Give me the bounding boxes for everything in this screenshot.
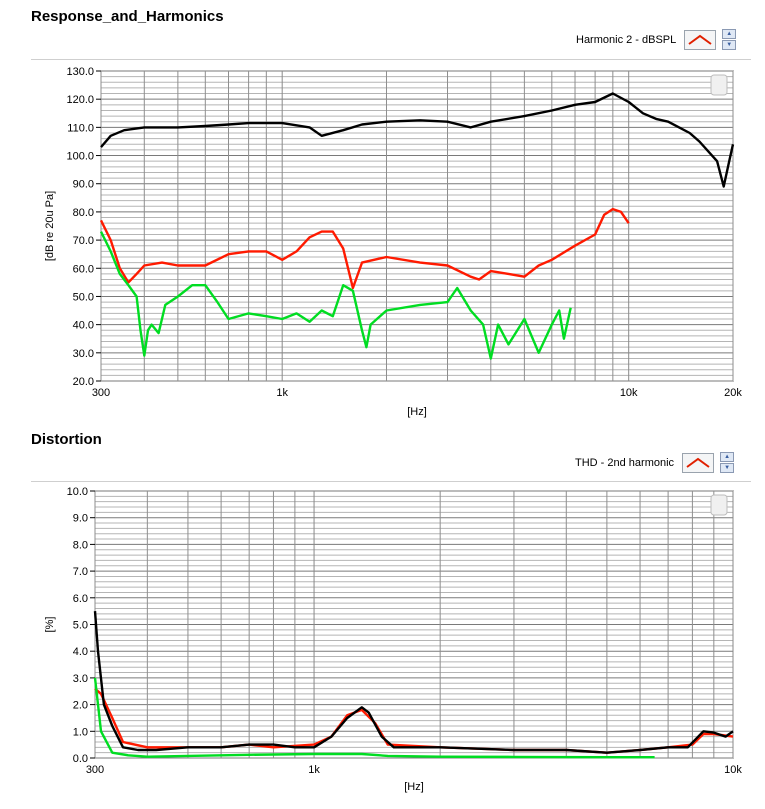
y-tick-label: 110.0 [67, 122, 94, 134]
x-axis-label: [Hz] [404, 781, 424, 793]
x-tick-label: 10k [724, 764, 742, 776]
y-tick-label: 20.0 [73, 376, 94, 388]
y-tick-label: 9.0 [73, 513, 88, 525]
y-tick-label: 60.0 [73, 263, 94, 275]
y-tick-label: 120.0 [66, 94, 94, 106]
tool-icon [711, 75, 727, 95]
x-tick-label: 20k [724, 387, 742, 399]
y-tick-label: 7.0 [73, 566, 88, 578]
plot-area [101, 71, 733, 381]
x-tick-label: 1k [276, 387, 288, 399]
tool-icon [711, 495, 727, 515]
y-tick-label: 90.0 [73, 179, 94, 191]
x-axis-label: [Hz] [407, 406, 427, 418]
y-tick-label: 1.0 [73, 726, 88, 738]
y-tick-label: 50.0 [73, 291, 94, 303]
y-tick-label: 40.0 [73, 320, 94, 332]
y-tick-label: 130.0 [66, 66, 94, 78]
y-tick-label: 10.0 [67, 486, 88, 498]
y-tick-label: 6.0 [73, 593, 88, 605]
y-tick-label: 4.0 [73, 646, 88, 658]
y-tick-label: 70.0 [73, 235, 94, 247]
x-tick-label: 10k [620, 387, 638, 399]
y-axis-label: [dB re 20u Pa] [44, 191, 56, 261]
x-tick-label: 300 [86, 764, 104, 776]
y-tick-label: 30.0 [73, 348, 94, 360]
y-axis-label: [%] [44, 617, 56, 633]
y-tick-label: 80.0 [73, 207, 94, 219]
chart1-plot: 20.0 30.0 40.0 50.0 60.0 70.0 80.0 90.0 100.0 110… [44, 66, 742, 418]
y-tick-label: 8.0 [73, 539, 88, 551]
y-tick-label: 100.0 [66, 151, 94, 163]
y-tick-label: 5.0 [73, 620, 88, 632]
y-tick-label: 3.0 [73, 673, 88, 685]
x-tick-label: 1k [308, 764, 320, 776]
x-tick-label: 300 [92, 387, 110, 399]
y-tick-label: 2.0 [73, 700, 88, 712]
